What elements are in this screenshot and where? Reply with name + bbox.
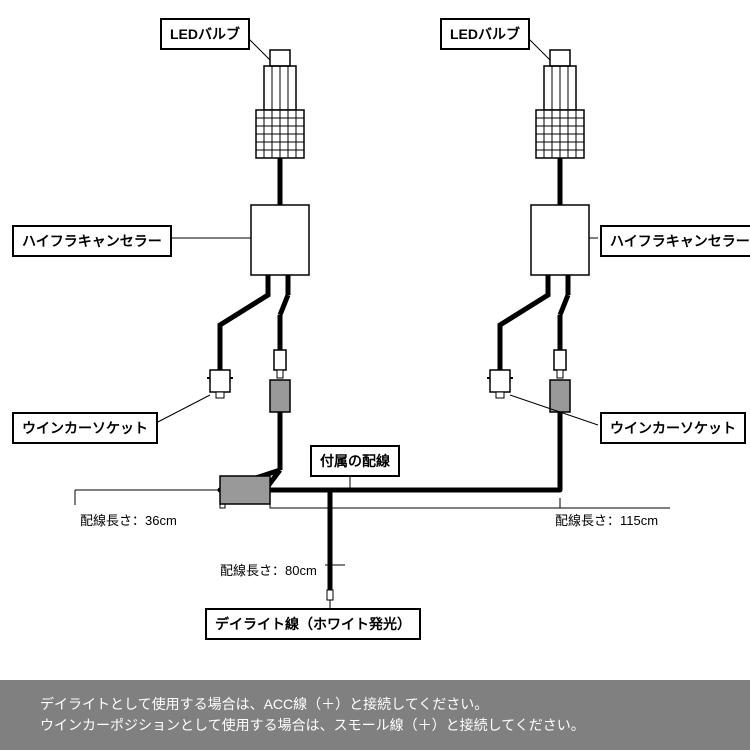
label-canceller-left: ハイフラキャンセラー (12, 225, 172, 257)
footer-note: デイライトとして使用する場合は、ACC線（＋）と接続してください。 ウインカーポ… (0, 680, 750, 750)
wire-length-right: 配線長さ：115cm (555, 510, 658, 529)
label-led-left: LEDバルブ (160, 18, 250, 50)
wiring-diagram: LEDバルブ LEDバルブ ハイフラキャンセラー ハイフラキャンセラー ウインカ… (0, 0, 750, 660)
label-socket-left: ウインカーソケット (12, 412, 158, 444)
label-socket-right: ウインカーソケット (600, 412, 746, 444)
label-led-right: LEDバルブ (440, 18, 530, 50)
wire-length-center: 配線長さ：80cm (220, 560, 317, 579)
footer-line-2: ウインカーポジションとして使用する場合は、スモール線（＋）と接続してください。 (40, 715, 710, 736)
wire-length-left: 配線長さ：36cm (80, 510, 177, 529)
footer-line-1: デイライトとして使用する場合は、ACC線（＋）と接続してください。 (40, 694, 710, 715)
label-canceller-right: ハイフラキャンセラー (600, 225, 750, 257)
label-daylight: デイライト線（ホワイト発光） (205, 608, 421, 640)
label-harness: 付属の配線 (310, 445, 400, 477)
diagram-svg (0, 0, 750, 660)
